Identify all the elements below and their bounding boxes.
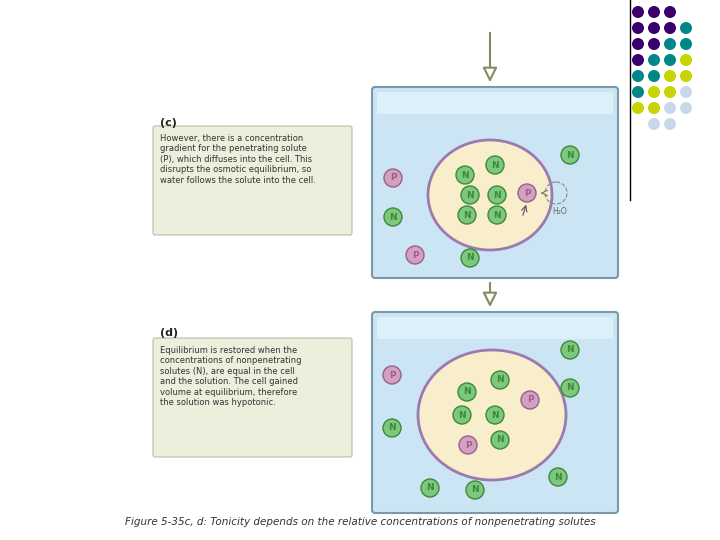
Circle shape	[488, 186, 506, 204]
Circle shape	[458, 206, 476, 224]
Circle shape	[461, 186, 479, 204]
Text: P: P	[464, 441, 472, 449]
Circle shape	[456, 166, 474, 184]
Circle shape	[549, 468, 567, 486]
Circle shape	[648, 70, 660, 82]
Circle shape	[648, 6, 660, 18]
Circle shape	[521, 391, 539, 409]
Text: (d): (d)	[160, 328, 178, 338]
Circle shape	[680, 22, 692, 34]
Circle shape	[421, 479, 439, 497]
Circle shape	[383, 366, 401, 384]
Circle shape	[518, 184, 536, 202]
Ellipse shape	[418, 350, 566, 480]
Text: N: N	[554, 472, 562, 482]
Circle shape	[664, 86, 676, 98]
Circle shape	[680, 86, 692, 98]
Circle shape	[384, 208, 402, 226]
Circle shape	[488, 206, 506, 224]
Circle shape	[383, 419, 401, 437]
Bar	[377, 317, 613, 339]
Circle shape	[632, 102, 644, 114]
Text: Equilibrium is restored when the
concentrations of nonpenetrating
solutes (N), a: Equilibrium is restored when the concent…	[160, 346, 302, 407]
Text: P: P	[523, 188, 531, 198]
Text: N: N	[566, 346, 574, 354]
Circle shape	[632, 86, 644, 98]
Circle shape	[491, 371, 509, 389]
FancyBboxPatch shape	[372, 312, 618, 513]
Text: P: P	[390, 173, 396, 183]
Text: (c): (c)	[160, 118, 177, 128]
Circle shape	[648, 118, 660, 130]
Text: N: N	[491, 160, 499, 170]
FancyBboxPatch shape	[372, 87, 618, 278]
Text: N: N	[458, 410, 466, 420]
Text: N: N	[463, 388, 471, 396]
Text: N: N	[566, 383, 574, 393]
Circle shape	[453, 406, 471, 424]
Circle shape	[648, 22, 660, 34]
Circle shape	[664, 70, 676, 82]
Circle shape	[561, 146, 579, 164]
Circle shape	[384, 169, 402, 187]
Text: However, there is a concentration
gradient for the penetrating solute
(P), which: However, there is a concentration gradie…	[160, 134, 316, 185]
Circle shape	[664, 54, 676, 66]
FancyBboxPatch shape	[153, 126, 352, 235]
Circle shape	[561, 379, 579, 397]
FancyBboxPatch shape	[153, 338, 352, 457]
Circle shape	[459, 436, 477, 454]
Circle shape	[680, 54, 692, 66]
Text: N: N	[493, 191, 501, 199]
Circle shape	[664, 118, 676, 130]
Circle shape	[664, 38, 676, 50]
Circle shape	[648, 86, 660, 98]
Text: N: N	[491, 410, 499, 420]
Circle shape	[648, 54, 660, 66]
Circle shape	[458, 383, 476, 401]
Text: N: N	[426, 483, 434, 492]
Text: N: N	[496, 375, 504, 384]
Circle shape	[561, 341, 579, 359]
Text: N: N	[493, 211, 501, 219]
Text: N: N	[466, 191, 474, 199]
Circle shape	[664, 22, 676, 34]
Circle shape	[680, 38, 692, 50]
Circle shape	[648, 102, 660, 114]
Text: N: N	[566, 151, 574, 159]
Circle shape	[680, 70, 692, 82]
Ellipse shape	[428, 140, 552, 250]
Circle shape	[680, 102, 692, 114]
Circle shape	[486, 156, 504, 174]
Circle shape	[632, 6, 644, 18]
Circle shape	[632, 54, 644, 66]
Circle shape	[486, 406, 504, 424]
Text: P: P	[389, 370, 395, 380]
Circle shape	[466, 481, 484, 499]
Text: N: N	[390, 213, 397, 221]
Circle shape	[632, 70, 644, 82]
Text: N: N	[388, 423, 396, 433]
Text: Figure 5-35c, d: Tonicity depends on the relative concentrations of nonpenetrati: Figure 5-35c, d: Tonicity depends on the…	[125, 517, 595, 527]
Circle shape	[632, 38, 644, 50]
Circle shape	[406, 246, 424, 264]
Circle shape	[648, 38, 660, 50]
Text: P: P	[412, 251, 418, 260]
Text: P: P	[527, 395, 534, 404]
Text: N: N	[466, 253, 474, 262]
Circle shape	[632, 22, 644, 34]
Text: N: N	[496, 435, 504, 444]
Circle shape	[461, 249, 479, 267]
Bar	[377, 92, 613, 114]
Text: N: N	[463, 211, 471, 219]
Circle shape	[664, 102, 676, 114]
Circle shape	[491, 431, 509, 449]
Circle shape	[664, 6, 676, 18]
Text: N: N	[462, 171, 469, 179]
Text: H₂O: H₂O	[553, 207, 567, 216]
Text: N: N	[471, 485, 479, 495]
